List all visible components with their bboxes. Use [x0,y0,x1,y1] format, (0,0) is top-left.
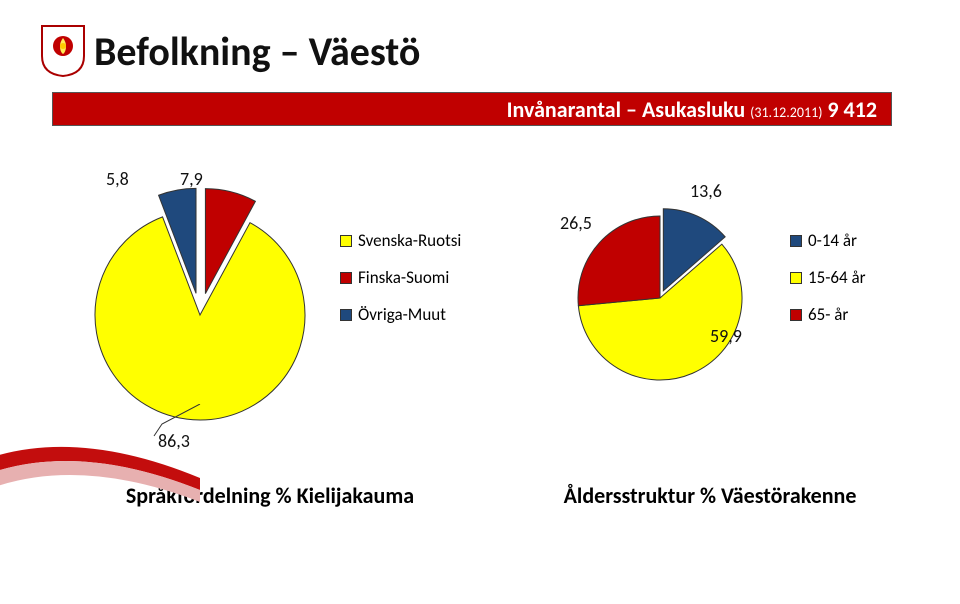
legend-finska: Finska-Suomi [340,267,461,288]
legend-sq-ovriga [340,309,352,321]
legend-0-14: 0-14 år [790,230,866,251]
slice-label-13-6: 13,6 [690,180,722,202]
ribbon-decoration [0,430,210,550]
age-chart-title: Åldersstruktur % Väestörakenne [520,482,900,509]
legend-15-64: 15-64 år [790,267,866,288]
slice-label-59-9: 59,9 [710,325,742,347]
language-legend: Svenska-Ruotsi Finska-Suomi Övriga-Muut [340,230,461,341]
info-bar-value: 9 412 [827,96,877,123]
legend-sq-finska [340,272,352,284]
crest-icon [40,24,86,78]
age-legend: 0-14 år 15-64 år 65- år [790,230,866,341]
info-bar-text: Invånarantal – Asukasluku (31.12.2011) 9… [507,96,877,123]
legend-sq-svenska [340,235,352,247]
info-bar-prefix: Invånarantal – Asukasluku [507,96,746,123]
slice-label-26-5: 26,5 [560,212,592,234]
legend-ovriga: Övriga-Muut [340,304,461,325]
header: Befolkning – Väestö [40,24,420,78]
age-chart: 13,6 59,9 26,5 0-14 år 15-64 år 65- år Å… [520,170,900,540]
info-bar-date: (31.12.2011) [750,104,822,121]
legend-svenska: Svenska-Ruotsi [340,230,461,251]
legend-sq-65 [790,309,802,321]
info-bar: Invånarantal – Asukasluku (31.12.2011) 9… [52,92,892,126]
legend-65: 65- år [790,304,866,325]
legend-sq-15-64 [790,272,802,284]
slice-label-5-8: 5,8 [106,168,129,190]
language-pie [70,170,330,430]
legend-sq-0-14 [790,235,802,247]
page-title: Befolkning – Väestö [94,27,420,76]
slice-label-7-9: 7,9 [180,168,203,190]
